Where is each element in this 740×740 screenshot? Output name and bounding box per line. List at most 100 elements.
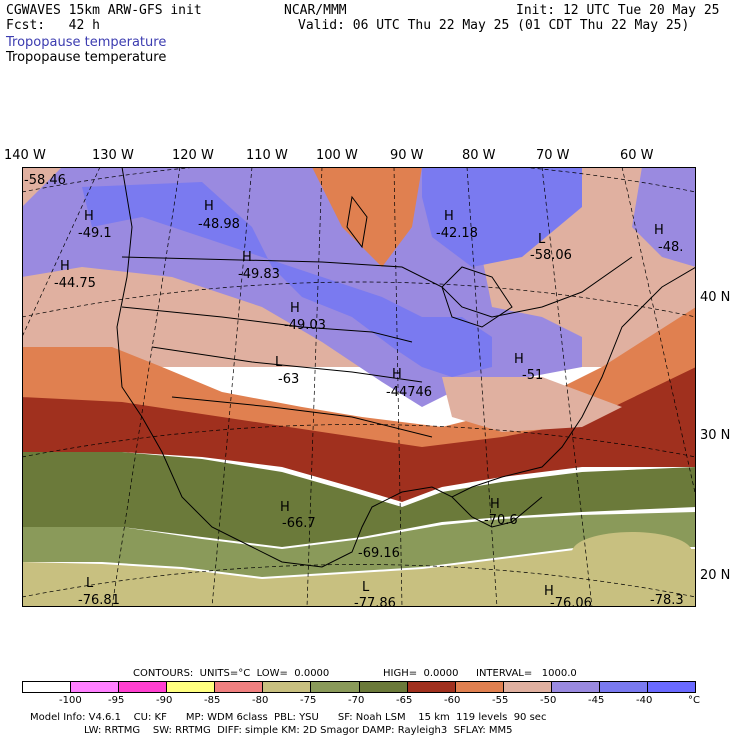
tropopause-temperature-map: -58.46 H -49.1 H -44.75 H -48.98 H -49.8…	[22, 167, 696, 607]
map-label: H	[60, 259, 70, 274]
map-label: H	[490, 497, 500, 512]
band-blue-northeast	[422, 167, 582, 267]
colorbar-tick: -50	[540, 695, 557, 706]
map-label: H	[84, 209, 94, 224]
colorbar-swatch	[311, 682, 360, 692]
lon-label: 60 W	[620, 148, 654, 163]
field-title-primary: Tropopause temperature	[6, 35, 167, 50]
model-info-line-2: LW: RRTMG SW: RRTMG DIFF: simple KM: 2D …	[84, 725, 513, 736]
init-time: Init: 12 UTC Tue 20 May 25	[516, 3, 720, 18]
forecast-hour: Fcst: 42 h	[6, 18, 100, 33]
colorbar-swatch	[455, 682, 504, 692]
map-label: -49.83	[238, 267, 280, 282]
colorbar-tick: -45	[588, 695, 605, 706]
colorbar-tick: -60	[444, 695, 461, 706]
colorbar-swatch	[407, 682, 456, 692]
map-label: H	[204, 199, 214, 214]
colorbar-swatch	[119, 682, 168, 692]
band-orange-east	[442, 377, 622, 432]
contour-high: HIGH= 0.0000	[383, 668, 459, 679]
organization: NCAR/MMM	[284, 3, 347, 18]
band-lavender-northeast	[632, 167, 696, 267]
colorbar-swatch	[23, 682, 72, 692]
colorbar-tick: -75	[300, 695, 317, 706]
colorbar-swatch	[359, 682, 408, 692]
colorbar-swatch	[215, 682, 264, 692]
colorbar-tick: -85	[204, 695, 221, 706]
contour-interval: INTERVAL= 1000.0	[476, 668, 577, 679]
colorbar-tick: -100	[59, 695, 82, 706]
colorbar-swatch	[648, 682, 696, 692]
colorbar-tick: -40	[636, 695, 653, 706]
lon-label: 90 W	[390, 148, 424, 163]
lon-label: 70 W	[536, 148, 570, 163]
colorbar-swatch	[551, 682, 600, 692]
band-olive-dark	[22, 452, 696, 547]
map-label: -69.16	[358, 546, 400, 561]
model-title: CGWAVES 15km ARW-GFS init	[6, 3, 202, 18]
map-label: L	[86, 576, 94, 591]
colorbar-swatch	[263, 682, 312, 692]
colorbar-tick: -90	[156, 695, 173, 706]
colorbar-tick: -70	[348, 695, 365, 706]
map-label: -76.81	[78, 593, 120, 607]
lat-label: 20 N	[700, 568, 731, 583]
map-label: -48.98	[198, 217, 240, 232]
graticule	[22, 167, 696, 607]
lon-label: 130 W	[92, 148, 134, 163]
map-label: -70.6	[484, 513, 518, 528]
map-label: -77.86	[354, 596, 396, 607]
lat-label: 30 N	[700, 428, 731, 443]
band-red	[22, 367, 696, 502]
coastlines	[116, 167, 696, 568]
band-olive	[22, 512, 696, 577]
map-label: H	[242, 250, 252, 265]
map-label: -58.06	[530, 248, 572, 263]
colorbar-swatch	[167, 682, 216, 692]
band-khaki	[22, 549, 696, 607]
map-label: L	[538, 232, 546, 247]
lon-label: 80 W	[462, 148, 496, 163]
map-label: L	[275, 355, 283, 370]
colorbar-tick: -55	[492, 695, 509, 706]
map-label: -78.3	[650, 593, 684, 607]
lon-label: 100 W	[316, 148, 358, 163]
band-blue-northwest	[82, 182, 492, 377]
map-label: -49.1	[78, 226, 112, 241]
map-label: -48.	[658, 240, 683, 255]
lat-label: 40 N	[700, 290, 731, 305]
map-label: H	[290, 301, 300, 316]
colorbar-swatch	[503, 682, 552, 692]
colorbar	[22, 681, 696, 693]
colorbar-tick: -95	[108, 695, 125, 706]
map-label: H	[544, 584, 554, 599]
map-label: -76.06	[550, 596, 592, 607]
map-label: -51	[522, 368, 543, 383]
map-label: H	[654, 223, 664, 238]
lon-label: 140 W	[4, 148, 46, 163]
map-label: -66.7	[282, 516, 316, 531]
map-label: H	[280, 500, 290, 515]
map-label: -42.18	[436, 226, 478, 241]
map-label: -63	[278, 372, 299, 387]
colorbar-tick: °C	[688, 695, 700, 706]
map-label: -44.75	[54, 276, 96, 291]
colorbar-tick: -80	[252, 695, 269, 706]
colorbar-swatch	[599, 682, 649, 692]
model-info-line-1: Model Info: V4.6.1 CU: KF MP: WDM 6class…	[30, 712, 547, 723]
field-title-secondary: Tropopause temperature	[6, 50, 167, 65]
map-label: L	[362, 580, 370, 595]
colorbar-tick: -65	[396, 695, 413, 706]
patch-khaki-caribbean	[572, 532, 692, 572]
lon-label: 110 W	[246, 148, 288, 163]
map-label: H	[444, 209, 454, 224]
map-label: -58.46	[24, 173, 66, 188]
valid-time: Valid: 06 UTC Thu 22 May 25 (01 CDT Thu …	[298, 18, 690, 33]
colorbar-swatch	[71, 682, 120, 692]
map-label: -49.03	[284, 318, 326, 333]
map-label: -44746	[386, 385, 432, 400]
map-label: H	[514, 352, 524, 367]
map-label: H	[392, 367, 402, 382]
map-frame	[22, 167, 696, 607]
lon-label: 120 W	[172, 148, 214, 163]
